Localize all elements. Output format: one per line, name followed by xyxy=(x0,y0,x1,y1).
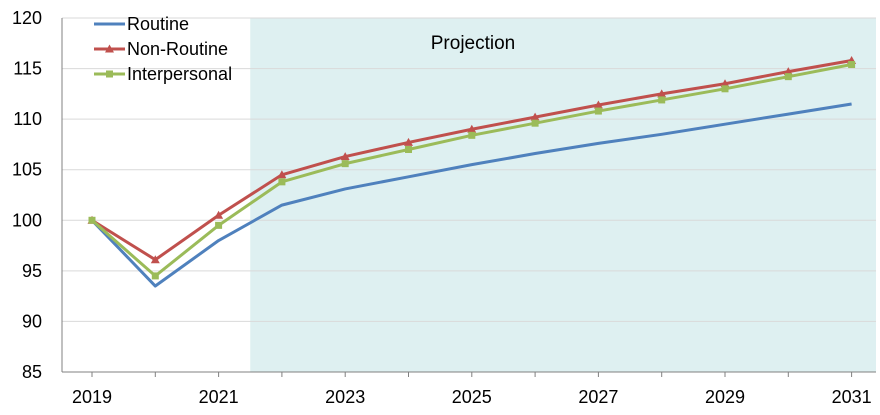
data-point-interpersonal xyxy=(531,119,539,127)
x-tick-label: 2031 xyxy=(832,387,872,407)
y-tick-label: 105 xyxy=(12,160,42,180)
data-point-interpersonal xyxy=(341,160,349,168)
legend-label-non-routine: Non-Routine xyxy=(127,39,228,59)
y-tick-label: 120 xyxy=(12,8,42,28)
data-point-non-routine xyxy=(214,210,224,219)
y-tick-label: 90 xyxy=(22,311,42,331)
x-tick-label: 2029 xyxy=(705,387,745,407)
data-point-interpersonal xyxy=(215,221,223,229)
data-point-interpersonal xyxy=(151,272,159,280)
data-point-interpersonal xyxy=(721,85,729,93)
legend-marker-non-routine xyxy=(105,44,114,53)
y-tick-label: 115 xyxy=(13,59,42,79)
data-point-non-routine xyxy=(340,152,350,161)
y-tick-label: 85 xyxy=(22,362,42,382)
data-point-interpersonal xyxy=(468,131,476,139)
data-point-non-routine xyxy=(530,112,540,121)
series-line-routine xyxy=(90,102,852,288)
y-tick-label: 95 xyxy=(22,261,42,281)
data-point-non-routine xyxy=(277,170,287,179)
x-tick-label: 2019 xyxy=(72,387,112,407)
series-interpersonal xyxy=(88,61,856,280)
data-point-non-routine xyxy=(720,79,730,88)
data-point-interpersonal xyxy=(88,216,96,224)
legend-item-routine: Routine xyxy=(94,14,189,34)
data-point-interpersonal xyxy=(658,96,666,104)
legend-item-non-routine: Non-Routine xyxy=(94,39,228,59)
data-point-interpersonal xyxy=(278,178,286,186)
data-point-non-routine xyxy=(150,255,160,264)
data-point-non-routine xyxy=(593,100,603,109)
data-point-interpersonal xyxy=(405,145,412,153)
legend-label-routine: Routine xyxy=(127,14,189,34)
data-point-interpersonal xyxy=(784,73,792,81)
x-tick-label: 2023 xyxy=(325,387,365,407)
x-tick-label: 2025 xyxy=(452,387,492,407)
data-point-non-routine xyxy=(467,124,477,133)
data-point-non-routine xyxy=(404,137,413,146)
series-routine xyxy=(90,102,852,288)
data-point-non-routine xyxy=(783,67,793,76)
projection-region xyxy=(250,18,876,372)
data-point-interpersonal xyxy=(848,61,856,69)
x-tick-label: 2027 xyxy=(578,387,618,407)
data-point-non-routine xyxy=(657,89,667,98)
legend-label-interpersonal: Interpersonal xyxy=(127,64,232,84)
legend-marker-interpersonal xyxy=(106,70,113,78)
legend-item-interpersonal: Interpersonal xyxy=(94,64,232,84)
y-tick-label: 110 xyxy=(13,109,42,129)
x-tick-label: 2021 xyxy=(199,387,239,407)
y-tick-label: 100 xyxy=(12,210,42,230)
data-point-interpersonal xyxy=(594,107,602,115)
projection-label: Projection xyxy=(431,33,516,54)
